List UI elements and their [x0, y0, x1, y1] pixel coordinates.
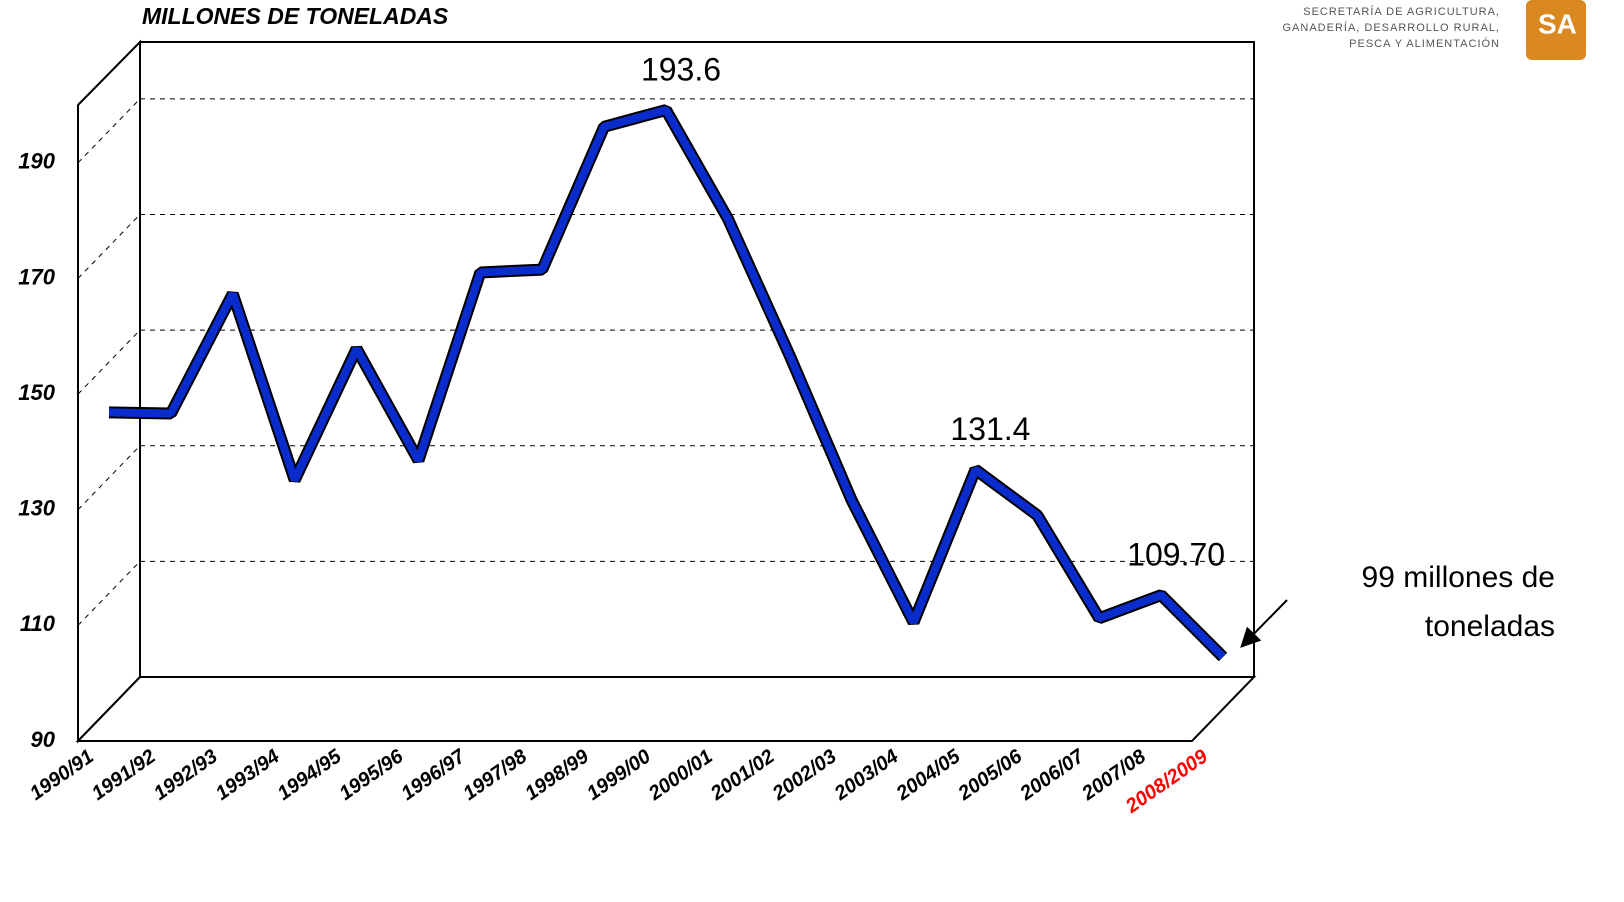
grid-line: [77, 214, 141, 279]
grid-line: [77, 329, 141, 395]
x-tick-label: 1995/96: [336, 745, 409, 805]
y-tick-label: 150: [18, 380, 55, 405]
y-tick-label: 90: [31, 727, 56, 752]
logo: [1526, 0, 1586, 60]
data-label: 131.4: [950, 411, 1030, 447]
x-tick-label: 1990/91: [26, 745, 98, 804]
grid-line: [77, 98, 141, 164]
x-tick-label: 1998/99: [521, 745, 594, 805]
x-tick-label: 2003/04: [830, 745, 903, 805]
data-label: 193.6: [641, 51, 721, 87]
logo-text: SA: [1538, 8, 1577, 39]
x-tick-label: 1992/93: [150, 745, 222, 804]
x-tick-label: 2001/02: [706, 745, 779, 805]
left-wall: [77, 39, 141, 744]
y-tick-label: 170: [18, 264, 55, 289]
header-line: GANADERÍA, DESARROLLO RURAL,: [1283, 21, 1501, 34]
header-line: SECRETARÍA DE AGRICULTURA,: [1303, 5, 1500, 18]
y-tick-label: 110: [20, 611, 56, 636]
x-tick-label: 2004/05: [892, 745, 965, 806]
x-tick-label: 2006/07: [1015, 745, 1088, 806]
x-tick-label: 2005/06: [954, 745, 1027, 806]
x-tick-label: 1991/92: [88, 745, 160, 804]
x-tick-label: 1993/94: [212, 745, 284, 804]
x-tick-label: 1997/98: [459, 745, 532, 805]
x-tick-label: 1994/95: [274, 745, 347, 805]
x-tick-label: 1999/00: [583, 745, 655, 804]
data-label: 109.70: [1127, 537, 1225, 573]
annotation: 99 millones de toneladas: [1361, 561, 1555, 643]
header-line: PESCA Y ALIMENTACIÓN: [1349, 37, 1500, 50]
back-wall: [139, 41, 1255, 678]
grid-line: [77, 561, 141, 626]
x-tick-label: 2000/01: [644, 745, 717, 805]
floor: [75, 676, 1257, 742]
y-axis-label: MILLONES DE TONELADAS: [142, 3, 449, 29]
y-tick-label: 190: [18, 149, 55, 174]
y-tick-label: 130: [18, 496, 55, 521]
grid-line: [77, 445, 141, 511]
annotation-arrow: [1240, 599, 1288, 648]
x-tick-label: 1996/97: [397, 745, 470, 805]
x-tick-label: 2002/03: [768, 745, 841, 805]
line: [108, 106, 1226, 660]
annotation-box: 99 millones de toneladas: [1361, 561, 1555, 643]
